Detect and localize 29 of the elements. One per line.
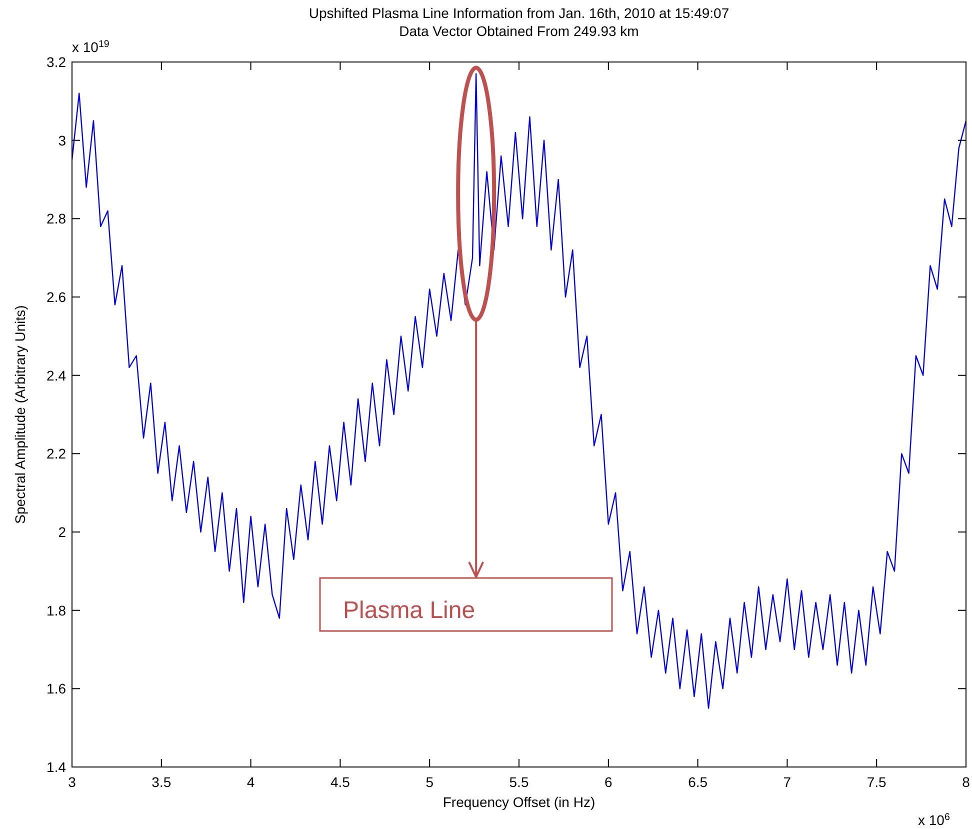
text: x 10$^{19}$: [72, 38, 110, 55]
x-tick-label: 5: [426, 774, 434, 790]
y-tick-label: 3.2: [46, 54, 66, 70]
x-tick-label: 5.5: [509, 774, 529, 790]
x-tick-label: 4: [246, 774, 255, 790]
x-tick-label: 3: [68, 774, 76, 790]
chart-subtitle: Data Vector Obtained From 249.93 km: [399, 23, 639, 39]
y-tick-label: 2.2: [46, 446, 66, 462]
y-tick-label: 2: [58, 524, 66, 540]
chart-title: Upshifted Plasma Line Information from Jan. 16th, 2010 at 15:49:07: [308, 5, 730, 21]
annotation: Plasma Line: [343, 597, 476, 624]
x-tick-label: 3.5: [152, 774, 172, 790]
x-tick-label: 8: [962, 774, 970, 790]
text: x 10$^{6}$: [918, 812, 950, 828]
x-tick-label: 6: [604, 774, 612, 790]
y-tick-label: 1.8: [46, 602, 66, 618]
y-tick-label: 2.8: [46, 210, 66, 227]
x-tick-label: 7: [783, 774, 792, 790]
line-series: [72, 73, 966, 709]
y-tick-label: 1.4: [46, 759, 66, 775]
y-tick-label: 2.4: [46, 367, 66, 384]
y-tick-label: 2.6: [46, 289, 66, 305]
y-tick-label: 1.6: [46, 680, 66, 697]
x-axis-title: Frequency Offset (in Hz): [442, 794, 596, 810]
x-tick-label: 7.5: [866, 774, 887, 790]
y-tick-label: 3: [58, 132, 66, 148]
y-axis-title: Spectral Amplitude (Arbitrary Units): [12, 305, 28, 524]
x-tick-label: 4.5: [330, 774, 350, 790]
x-tick-label: 6.5: [688, 774, 708, 790]
